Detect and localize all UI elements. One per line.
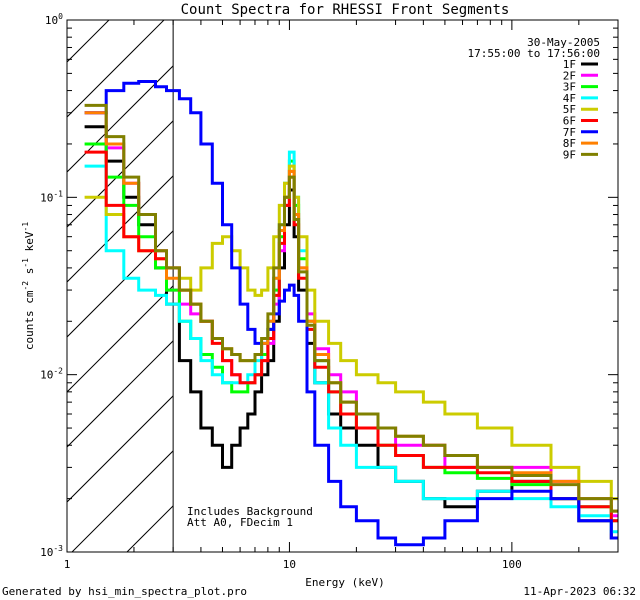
series-line-6f [84, 150, 618, 523]
series-lines [84, 80, 618, 547]
hatch-line [67, 395, 174, 503]
x-tick-label: 100 [502, 558, 522, 571]
y-label-part-4: keV [23, 231, 36, 258]
annotation-background: Includes Background [187, 505, 313, 518]
excluded-energy-hatch [0, 0, 174, 552]
legend-label-5f: 5F [563, 103, 576, 116]
hatch-line [0, 0, 82, 552]
observation-time-range: 17:55:00 to 17:56:00 [468, 47, 600, 60]
plot-frame [66, 19, 619, 553]
y-label-part-0: counts cm [23, 290, 36, 350]
footer-generated-by: Generated by hsi_min_spectra_plot.pro [2, 585, 247, 598]
y-tick-label: 100 [45, 12, 63, 27]
x-tick-label: 10 [283, 558, 296, 571]
x-tick-label: 1 [64, 558, 71, 571]
legend-label-3f: 3F [563, 81, 576, 94]
hatch-line [67, 65, 174, 173]
hatch-line [67, 20, 110, 63]
series-line-2f [84, 111, 618, 518]
hatch-line [67, 230, 174, 338]
footer-timestamp: 11-Apr-2023 06:32 [523, 585, 636, 598]
hatch-line [71, 450, 174, 552]
series-line-9f [84, 103, 618, 513]
y-label-part-5: -1 [21, 222, 30, 232]
x-axis-label: Energy (keV) [305, 576, 384, 589]
legend-label-1f: 1F [563, 58, 576, 71]
y-tick-label: 10-1 [40, 189, 63, 204]
hatch-line [67, 20, 165, 118]
y-label-part-2: s [23, 268, 36, 281]
series-line-5f [84, 164, 618, 501]
legend-label-7f: 7F [563, 126, 576, 139]
y-tick-label: 10-3 [40, 544, 63, 559]
legend-label-9f: 9F [563, 148, 576, 161]
y-label-part-3: -1 [21, 258, 30, 268]
observation-date: 30-May-2005 [527, 36, 600, 49]
legend-label-6f: 6F [563, 115, 576, 128]
axis-ticks: 1 10 100 10-3 10-2 10-1 100 [40, 12, 619, 571]
hatch-line [67, 175, 174, 283]
series-line-8f [84, 111, 618, 513]
legend-label-2f: 2F [563, 69, 576, 82]
legend-label-8f: 8F [563, 137, 576, 150]
y-label-part-1: -2 [21, 281, 30, 291]
chart-title: Count Spectra for RHESSI Front Segments [181, 2, 510, 18]
y-axis-label: counts cm-2 s-1 keV-1 [21, 222, 36, 350]
legend-label-4f: 4F [563, 92, 576, 105]
annotation-attenuator: Att A0, FDecim 1 [187, 516, 293, 529]
series-line-7f [84, 80, 618, 547]
series-line-3f [84, 142, 618, 523]
y-tick-label: 10-2 [40, 367, 63, 382]
